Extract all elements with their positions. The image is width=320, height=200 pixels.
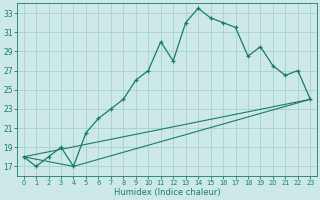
X-axis label: Humidex (Indice chaleur): Humidex (Indice chaleur) (114, 188, 220, 197)
